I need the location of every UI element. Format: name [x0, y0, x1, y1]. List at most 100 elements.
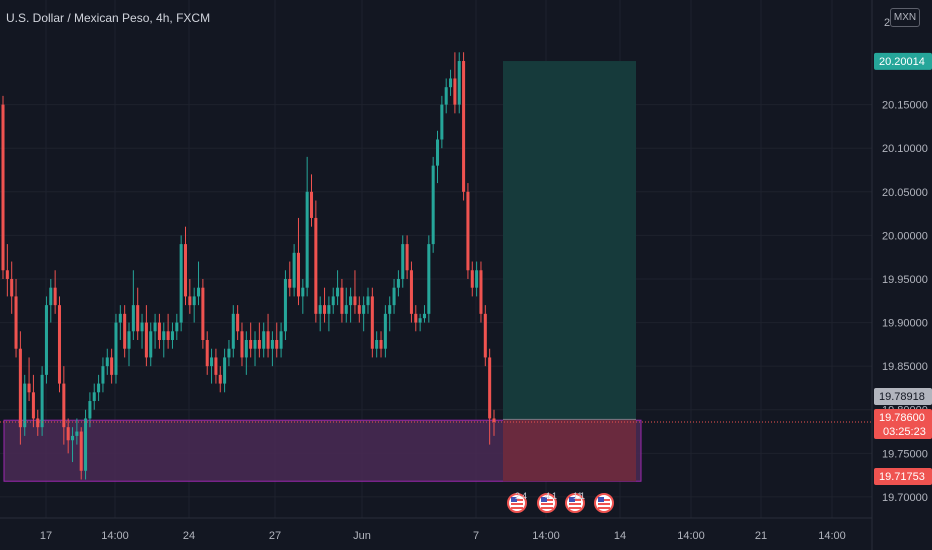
candle-body	[144, 322, 148, 358]
candle-body	[270, 340, 274, 349]
candle	[453, 52, 457, 114]
price-label-bg	[874, 388, 932, 405]
candle-body	[462, 61, 466, 192]
candle-body	[266, 331, 270, 349]
candle-body	[179, 244, 183, 323]
candle	[318, 296, 322, 332]
candle-body	[240, 331, 244, 358]
candle-body	[309, 191, 314, 218]
candle	[392, 278, 396, 314]
candle	[131, 270, 135, 340]
candle	[101, 357, 105, 393]
candle-body	[444, 87, 448, 105]
flag-canton	[511, 497, 517, 502]
currency-button[interactable]: MXN	[890, 8, 920, 27]
price-label: 19.71753	[874, 468, 932, 485]
candle-body	[327, 305, 331, 314]
candle	[288, 261, 292, 297]
candle	[144, 305, 148, 367]
candle-body	[479, 270, 483, 314]
y-tick-label: 19.90000	[882, 318, 928, 330]
event-count: 4	[545, 491, 550, 501]
event-count: 2	[515, 491, 520, 501]
candle	[249, 322, 253, 358]
candle-body	[262, 331, 266, 349]
price-label: 20.20014	[874, 52, 932, 70]
price-label-bg	[874, 468, 932, 485]
candle	[123, 305, 127, 358]
candle-body	[353, 296, 357, 306]
candle	[127, 322, 131, 367]
candle-body	[418, 318, 422, 323]
candle	[292, 244, 296, 297]
candle	[366, 287, 370, 314]
event-count-secondary: 1	[580, 491, 585, 501]
candle	[1, 95, 5, 279]
candle-body	[249, 340, 253, 349]
y-tick-label: 20.05000	[882, 187, 928, 199]
candle-body	[366, 296, 370, 306]
candle	[79, 427, 83, 480]
price-label-text: 19.78600	[879, 412, 925, 424]
candle-body	[405, 244, 409, 271]
candle-body	[10, 278, 14, 297]
event-flag-icon[interactable]: 111	[565, 491, 585, 513]
candle-body	[175, 322, 179, 332]
candle-body	[440, 104, 444, 140]
candle	[240, 322, 244, 367]
candle-body	[375, 340, 379, 349]
candle-body	[218, 374, 222, 384]
candle	[66, 418, 70, 454]
chart-title: U.S. Dollar / Mexican Peso, 4h, FXCM	[6, 11, 211, 25]
candle	[440, 95, 444, 149]
candle	[218, 366, 222, 393]
candle	[275, 322, 279, 358]
candle-body	[227, 348, 231, 358]
price-label-text: 19.71753	[879, 471, 925, 483]
y-tick-label: 20.15000	[882, 100, 928, 112]
candle	[179, 235, 183, 332]
candle	[27, 357, 31, 402]
candle	[479, 261, 483, 323]
candle	[140, 313, 144, 349]
event-count-secondary: 4	[522, 491, 527, 501]
x-tick-label: 17	[40, 530, 52, 542]
x-tick-label: 27	[269, 530, 281, 542]
candle	[253, 331, 257, 367]
candle	[488, 348, 492, 445]
candle-body	[301, 287, 305, 297]
flag-stripe	[511, 507, 523, 509]
candle-body	[71, 435, 75, 441]
candle-body	[492, 418, 496, 422]
candle	[231, 305, 235, 358]
candle-body	[370, 296, 374, 349]
flag-canton	[598, 497, 604, 502]
y-tick-label: 19.85000	[882, 361, 928, 373]
candle-body	[401, 244, 405, 279]
price-label: 19.78600 03:25:23	[874, 409, 932, 439]
candle	[157, 313, 161, 349]
candle	[92, 383, 96, 410]
candle	[40, 366, 44, 436]
event-flag-icon[interactable]	[594, 493, 614, 513]
candle	[383, 305, 387, 358]
candle	[414, 305, 418, 332]
candle-body	[388, 305, 392, 314]
candle-body	[201, 287, 205, 340]
candle	[114, 313, 118, 384]
candle	[210, 348, 214, 384]
candle	[18, 331, 22, 445]
flag-stripe	[541, 507, 553, 509]
candle	[323, 287, 327, 323]
candle-body	[157, 322, 161, 340]
candle	[309, 174, 314, 227]
flag-stripe	[598, 503, 610, 505]
candle-body	[1, 104, 5, 271]
candle-body	[166, 331, 170, 340]
y-tick-label: 20.10000	[882, 143, 928, 155]
candle-body	[470, 270, 474, 288]
candle	[405, 235, 409, 279]
